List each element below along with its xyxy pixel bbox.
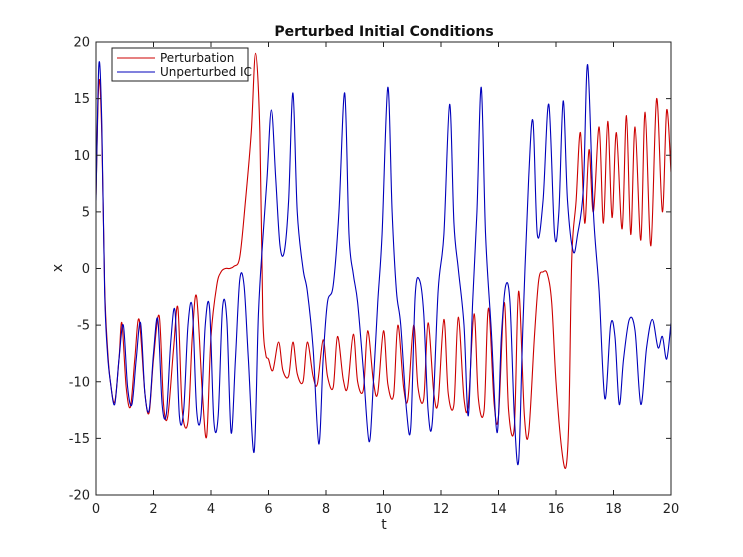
y-tick-label: 15 — [73, 92, 90, 107]
y-tick-label: 10 — [73, 149, 90, 164]
x-tick-label: 2 — [149, 502, 157, 517]
x-tick-label: 20 — [663, 502, 680, 517]
plot-background — [96, 42, 671, 495]
y-tick-label: -20 — [69, 489, 90, 504]
legend-label-unperturbed: Unperturbed IC — [160, 65, 252, 79]
y-tick-label: -5 — [77, 319, 90, 334]
y-tick-label: -15 — [69, 432, 90, 447]
legend-label-perturbation: Perturbation — [160, 51, 234, 65]
x-tick-label: 4 — [207, 502, 215, 517]
x-tick-label: 12 — [433, 502, 450, 517]
legend-box — [111, 47, 249, 82]
x-axis: 0 2 4 6 8 10 12 14 16 18 20 — [92, 42, 679, 517]
y-axis: -20 -15 -10 -5 0 5 10 15 20 — [69, 36, 671, 504]
series-line-unperturbed — [96, 61, 671, 465]
legend: Perturbation Unperturbed IC — [111, 47, 252, 82]
x-axis-label: t — [381, 517, 387, 533]
x-tick-label: 18 — [605, 502, 622, 517]
x-tick-label: 10 — [375, 502, 392, 517]
x-tick-label: 6 — [264, 502, 272, 517]
y-axis-label: x — [50, 264, 66, 272]
y-tick-label: 5 — [82, 205, 90, 220]
x-tick-label: 14 — [490, 502, 507, 517]
x-tick-label: 16 — [548, 502, 565, 517]
x-tick-label: 0 — [92, 502, 100, 517]
x-tick-label: 8 — [322, 502, 330, 517]
series-line-perturbation — [96, 52, 671, 469]
y-tick-label: 0 — [82, 262, 90, 277]
y-tick-label: -10 — [69, 375, 90, 390]
y-tick-label: 20 — [73, 36, 90, 51]
series-layer — [96, 52, 671, 469]
chart-title: Perturbed Initial Conditions — [274, 24, 493, 40]
